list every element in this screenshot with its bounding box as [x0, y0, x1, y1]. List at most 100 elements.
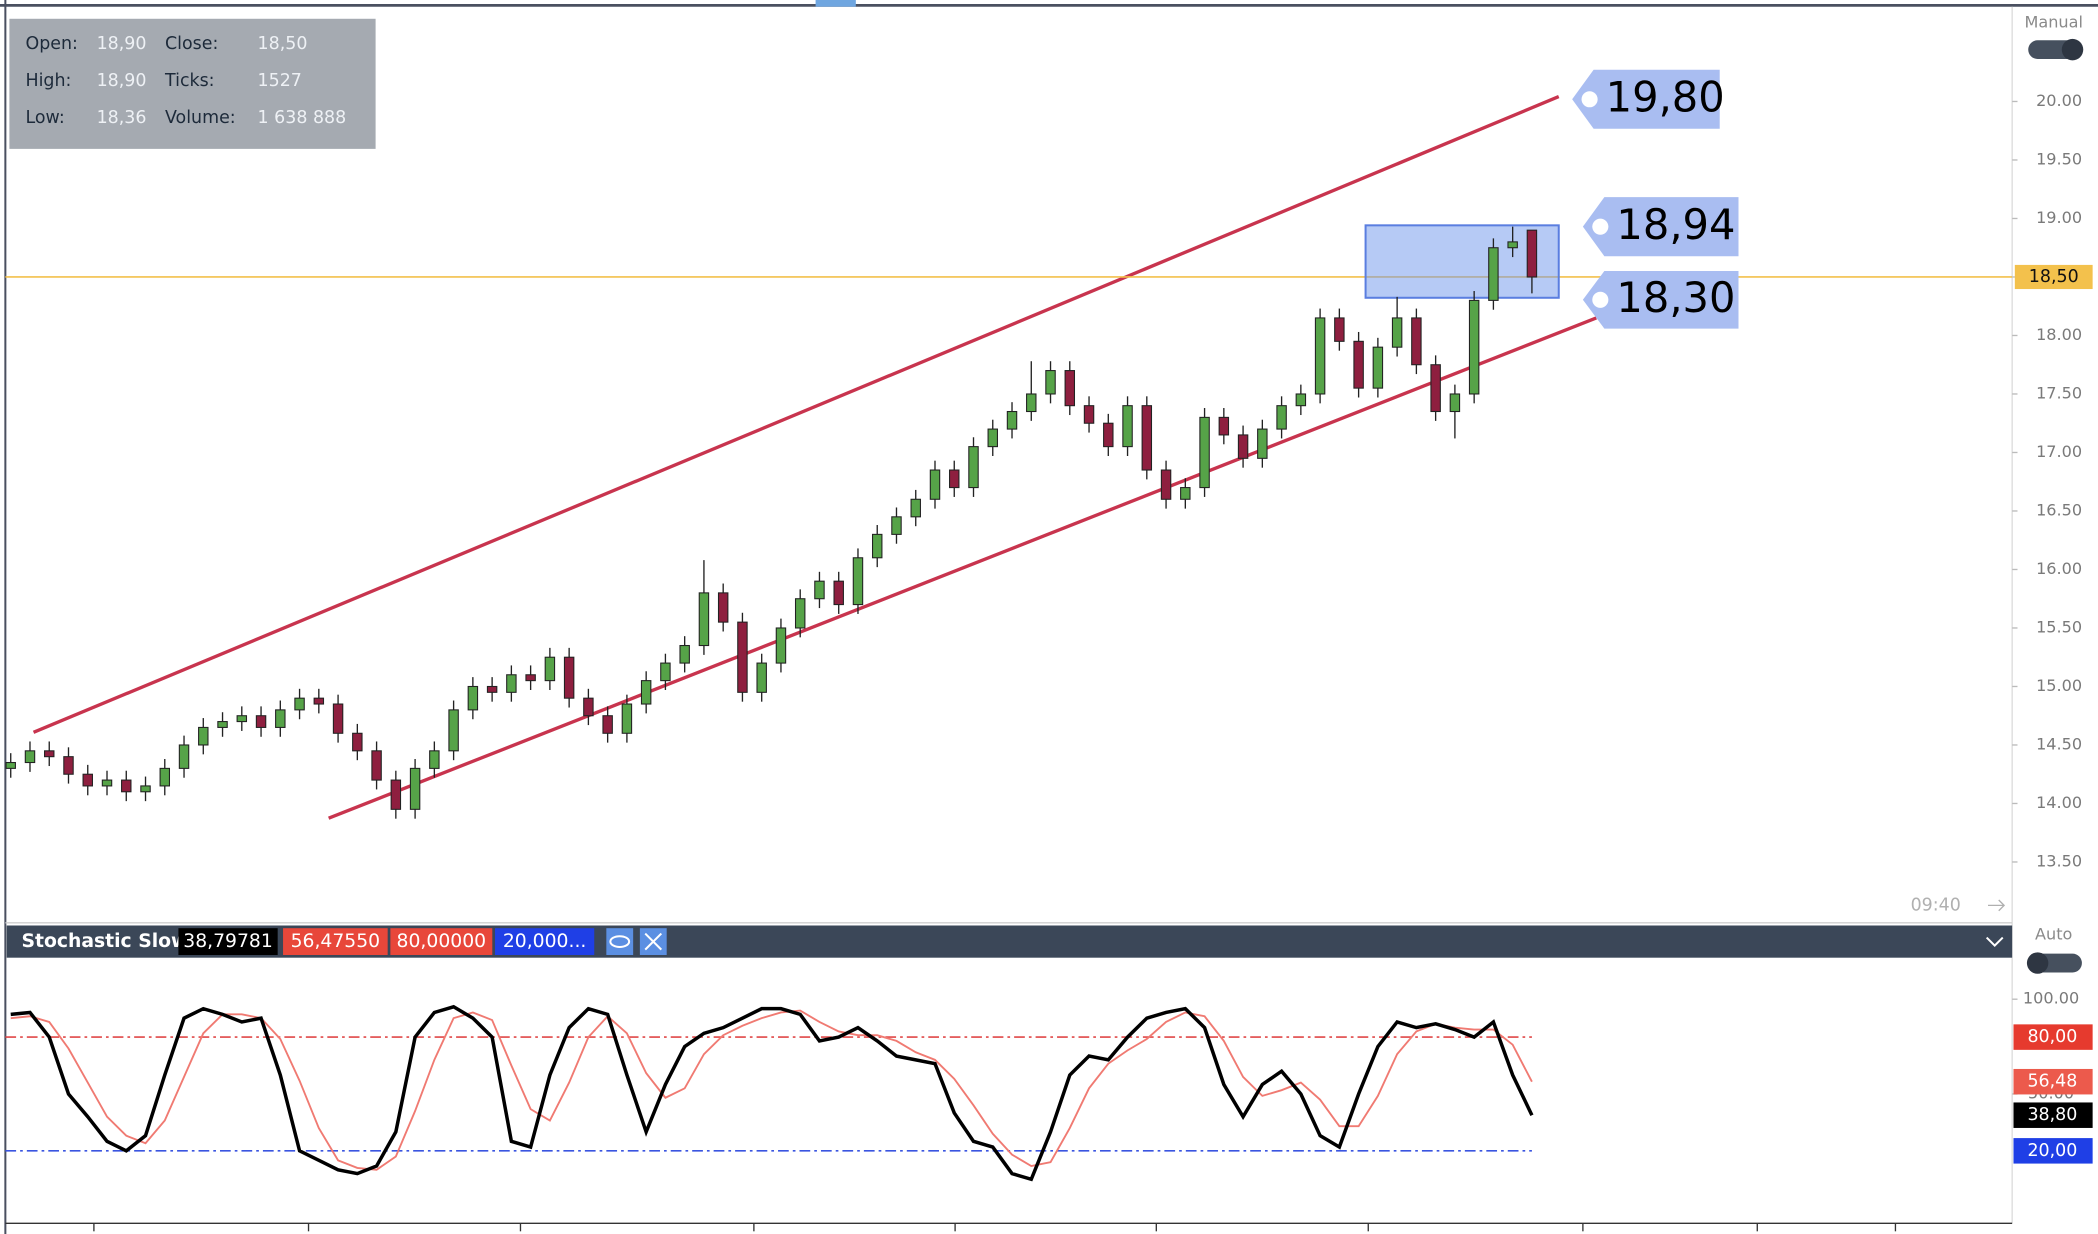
- candle-body: [101, 779, 113, 787]
- candle-body: [621, 703, 633, 734]
- channel-lower: [328, 316, 1597, 820]
- info-text: 18,90: [97, 71, 147, 91]
- candle-body: [583, 697, 594, 717]
- info-text: 1 638 888: [258, 108, 347, 128]
- candle-body: [1314, 317, 1326, 395]
- candle-body: [929, 469, 941, 500]
- header-value-box: [390, 928, 493, 956]
- candle-body: [1006, 410, 1018, 430]
- candle-body: [255, 715, 267, 728]
- candle-body: [1064, 370, 1076, 407]
- price-callout: [1572, 69, 1720, 129]
- callout-dot: [1581, 91, 1598, 108]
- header-value: 56,47550: [291, 931, 381, 952]
- candle-body: [987, 428, 998, 448]
- indicator-title: Stochastic Slow: [21, 931, 188, 952]
- candle-body: [1199, 416, 1210, 489]
- header-value: 38,79781: [183, 931, 273, 952]
- candle-body: [1526, 229, 1538, 278]
- y-tick-label: 17.00: [2036, 442, 2082, 461]
- y-tick-label: 14.00: [2036, 793, 2082, 812]
- header-value: 20,000...: [503, 931, 587, 952]
- candle-body: [44, 750, 55, 758]
- candle-body: [159, 767, 171, 787]
- axis-value-label: 56,48: [2027, 1072, 2077, 1092]
- candle-body: [833, 580, 844, 606]
- info-text: Volume:: [165, 108, 236, 128]
- candle-body: [1141, 405, 1153, 471]
- candle-body: [1507, 241, 1518, 249]
- scroll-arrow[interactable]: [1988, 899, 2006, 912]
- candle-body: [1411, 317, 1422, 366]
- y-tick-label: 19.50: [2036, 149, 2082, 168]
- last-price-box: [2014, 264, 2093, 290]
- y-tick-label: 14.50: [2036, 734, 2082, 753]
- candle-body: [602, 715, 613, 734]
- candle-body: [968, 446, 979, 489]
- candle-body: [236, 715, 248, 723]
- candle-body: [1045, 370, 1056, 395]
- candle-body: [198, 726, 209, 746]
- candle-body: [275, 709, 286, 728]
- info-text: 1527: [258, 71, 302, 91]
- candle-body: [756, 662, 767, 693]
- mode-label: Manual: [2025, 12, 2083, 31]
- candle-body: [1334, 317, 1345, 342]
- axis-value-box: [2013, 1138, 2093, 1164]
- candle-body: [1180, 487, 1191, 500]
- close-icon[interactable]: [644, 932, 663, 951]
- toggle-knob[interactable]: [2026, 952, 2049, 974]
- range-box: [1364, 224, 1560, 299]
- candle-body: [640, 680, 652, 705]
- candle-body: [891, 516, 902, 535]
- info-text: Ticks:: [164, 71, 215, 91]
- info-text: Open:: [25, 34, 77, 54]
- candle-body: [910, 498, 921, 518]
- info-text: High:: [25, 71, 71, 91]
- callout-label: 18,94: [1616, 200, 1735, 249]
- candle-body: [313, 697, 325, 705]
- callout-label: 19,80: [1606, 73, 1725, 122]
- candle-body: [63, 756, 74, 775]
- candle-body: [1103, 422, 1114, 448]
- candle-body: [371, 750, 382, 781]
- y-tick-label: 15.50: [2036, 617, 2082, 636]
- collapse-icon[interactable]: [1985, 936, 2004, 948]
- candle-body: [949, 469, 960, 489]
- price-callout: [1582, 270, 1739, 329]
- candle-body: [217, 721, 228, 728]
- candle-body: [467, 685, 479, 711]
- candle-body: [1122, 405, 1133, 448]
- y-tick-label: 16.00: [2036, 559, 2082, 578]
- price-callout: [1582, 197, 1739, 257]
- eye-icon[interactable]: [609, 935, 631, 948]
- header-value-box: [178, 928, 278, 956]
- candle-body: [506, 674, 517, 693]
- candle-body: [852, 557, 864, 606]
- candle-body: [82, 773, 93, 787]
- y-tick-label: 17.50: [2036, 383, 2082, 402]
- toggle-knob[interactable]: [2061, 38, 2084, 61]
- time-label: 09:40: [1911, 895, 1961, 915]
- candle-body: [698, 592, 710, 647]
- candle-body: [294, 697, 305, 711]
- y-tick-label: 15.00: [2036, 676, 2082, 695]
- candle-body: [871, 533, 883, 559]
- info-text: Low:: [25, 108, 64, 128]
- candle-body: [332, 703, 344, 734]
- callout-dot: [1592, 218, 1609, 235]
- candle-body: [429, 750, 440, 769]
- candle-body: [1372, 346, 1384, 389]
- stoch-line: [10, 1004, 1534, 1182]
- candle-body: [563, 656, 575, 699]
- header-value-box: [494, 928, 595, 956]
- candle-body: [1257, 428, 1268, 459]
- y-tick-label: 20.00: [2036, 91, 2082, 110]
- candle-body: [352, 732, 363, 752]
- top-tab: [815, 0, 856, 7]
- y-tick-label: 100.00: [2023, 989, 2079, 1008]
- candle-body: [5, 761, 16, 769]
- axis-value-label: 80,00: [2027, 1027, 2077, 1047]
